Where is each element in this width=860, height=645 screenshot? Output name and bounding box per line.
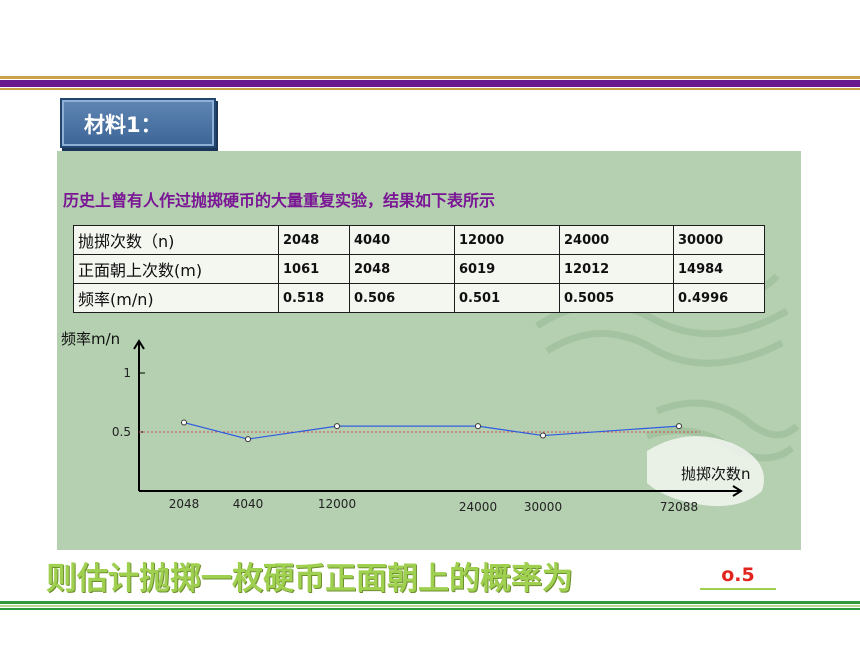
top-rule-gold-2 bbox=[0, 88, 860, 90]
table-cell: 4040 bbox=[349, 225, 455, 255]
frequency-chart: 频率m/n 抛掷次数n 1 0.5 2048 4040 12000 24000 30000 7… bbox=[61, 330, 751, 514]
top-rule-gold bbox=[0, 76, 860, 79]
answer-value: o.5 bbox=[700, 564, 776, 590]
data-point bbox=[181, 419, 187, 426]
data-point bbox=[676, 423, 682, 430]
y-axis-arrow bbox=[133, 339, 145, 350]
table-cell: 0.4996 bbox=[673, 283, 765, 313]
data-point bbox=[334, 423, 340, 430]
x-tick-label: 12000 bbox=[318, 497, 356, 511]
experiment-heading: 历史上曾有人作过抛掷硬币的大量重复实验，结果如下表所示 bbox=[63, 191, 496, 210]
table-cell: 24000 bbox=[559, 225, 674, 255]
table-row: 抛掷次数（n) 2048 4040 12000 24000 30000 bbox=[73, 225, 765, 255]
chart-xlabel: 抛掷次数n bbox=[681, 465, 751, 483]
table-cell: 1061 bbox=[278, 254, 350, 284]
x-tick-label: 30000 bbox=[524, 500, 562, 514]
material-label: 材料1： bbox=[60, 98, 216, 148]
bottom-rule-green bbox=[0, 601, 860, 604]
x-tick-label: 4040 bbox=[233, 497, 264, 511]
row-header: 抛掷次数（n) bbox=[73, 225, 279, 255]
y-tick-label: 1 bbox=[123, 366, 131, 380]
series-line bbox=[183, 421, 680, 440]
chart-ylabel: 频率m/n bbox=[61, 330, 120, 348]
table-row: 频率(m/n) 0.518 0.506 0.501 0.5005 0.4996 bbox=[73, 283, 765, 313]
x-tick-label: 2048 bbox=[169, 497, 200, 511]
data-point bbox=[475, 423, 481, 430]
table-cell: 30000 bbox=[673, 225, 765, 255]
table-cell: 0.518 bbox=[278, 283, 350, 313]
y-tick-label: 0.5 bbox=[112, 425, 131, 439]
x-tick-label: 24000 bbox=[459, 500, 497, 514]
data-point bbox=[245, 436, 251, 443]
bottom-rule-green-2 bbox=[0, 608, 860, 610]
table-cell: 0.501 bbox=[454, 283, 560, 313]
experiment-table: 抛掷次数（n) 2048 4040 12000 24000 30000 正面朝上… bbox=[73, 225, 765, 313]
table-cell: 0.5005 bbox=[559, 283, 674, 313]
table-cell: 0.506 bbox=[349, 283, 455, 313]
content-panel: 历史上曾有人作过抛掷硬币的大量重复实验，结果如下表所示 抛掷次数（n) 2048… bbox=[57, 151, 801, 550]
x-axis-arrow bbox=[732, 485, 743, 497]
table-cell: 14984 bbox=[673, 254, 765, 284]
table-cell: 6019 bbox=[454, 254, 560, 284]
bottom-rule-light bbox=[0, 605, 860, 607]
data-point bbox=[540, 432, 546, 439]
row-header: 正面朝上次数(m) bbox=[73, 254, 279, 284]
conclusion-text: 则估计抛掷一枚硬币正面朝上的概率为 bbox=[46, 561, 573, 597]
row-header: 频率(m/n) bbox=[73, 283, 279, 313]
top-rule-purple bbox=[0, 80, 860, 87]
x-tick-label: 72088 bbox=[660, 500, 698, 514]
